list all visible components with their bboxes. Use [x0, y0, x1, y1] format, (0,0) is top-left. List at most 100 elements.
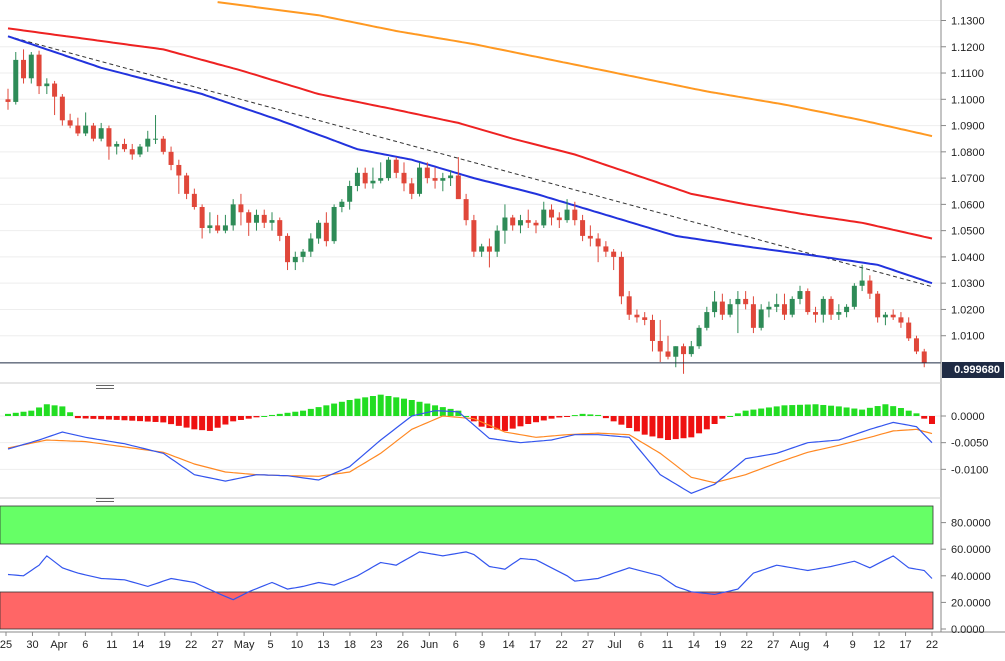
candle: [805, 288, 811, 315]
candle-body: [292, 256, 298, 263]
histogram-bar: [750, 409, 757, 416]
histogram-bar: [564, 416, 571, 417]
candle-body: [339, 201, 345, 207]
candle-body: [129, 149, 135, 155]
histogram-bar: [820, 404, 827, 416]
current-price-label: 0.999680: [942, 362, 1004, 378]
histogram-bar: [610, 416, 617, 422]
candle: [533, 220, 539, 234]
candle-body: [176, 164, 182, 176]
candle: [28, 52, 34, 84]
candle-body: [440, 178, 446, 181]
candle: [417, 162, 423, 197]
candle: [681, 343, 687, 374]
x-tick-label: 9: [850, 639, 856, 651]
histogram-bar: [393, 397, 400, 416]
candle-body: [797, 291, 803, 299]
histogram-bar: [727, 416, 734, 417]
candle: [199, 204, 205, 239]
candle-body: [455, 175, 461, 200]
candle: [541, 201, 547, 229]
y-tick-label: 20.0000: [951, 597, 991, 609]
candle: [463, 193, 469, 226]
candle: [448, 170, 454, 186]
x-tick-label: 22: [741, 639, 753, 651]
candle-body: [517, 220, 523, 226]
histogram-bar: [789, 405, 796, 416]
histogram-bar: [486, 416, 493, 429]
candle: [517, 214, 523, 234]
candle: [121, 138, 127, 152]
candle: [766, 301, 772, 318]
panel-resize-handle[interactable]: [96, 385, 114, 389]
candle: [385, 157, 391, 181]
candle: [137, 143, 143, 158]
candle: [440, 172, 446, 192]
histogram-bar: [758, 408, 765, 416]
candle-body: [541, 209, 547, 226]
candle-body: [580, 220, 586, 236]
x-tick-label: 6: [638, 639, 644, 651]
panel-resize-handle[interactable]: [96, 498, 114, 502]
histogram-bar: [199, 416, 206, 431]
candle: [828, 296, 834, 320]
candle-body: [98, 128, 104, 139]
candle-body: [160, 138, 166, 152]
candle: [611, 249, 617, 271]
histogram-bar: [602, 416, 609, 419]
candle: [665, 335, 671, 360]
candle-body: [486, 246, 492, 252]
y-tick-label: -0.0050: [951, 438, 988, 450]
histogram-bar: [36, 407, 43, 416]
candle-body: [191, 193, 197, 207]
candle: [455, 157, 461, 200]
histogram-bars: [5, 394, 935, 440]
candle-body: [805, 291, 811, 313]
candle-body: [921, 351, 927, 363]
histogram-bar: [665, 416, 671, 440]
x-tick-label: 6: [82, 639, 88, 651]
x-tick-label: 4: [823, 639, 829, 651]
histogram-bar: [269, 414, 275, 416]
x-tick-label: 12: [873, 639, 885, 651]
candle: [657, 319, 663, 362]
candle-body: [362, 172, 368, 184]
histogram-bar: [804, 404, 811, 416]
candle-body: [417, 167, 423, 194]
histogram-bar: [144, 416, 151, 422]
histogram-bar: [618, 416, 625, 425]
sma-100-line: [7, 27, 933, 240]
y-tick-label: 1.1000: [951, 94, 985, 106]
histogram-bar: [828, 405, 835, 416]
histogram-bar: [672, 416, 679, 440]
candle-body: [642, 317, 648, 320]
candle-body: [21, 59, 27, 79]
histogram-bar: [253, 416, 260, 418]
y-tick-label: 1.0700: [951, 173, 985, 185]
histogram-bar: [175, 416, 182, 426]
y-tick-label: 1.1200: [951, 42, 985, 54]
histogram-bar: [98, 416, 105, 420]
histogram-bar: [517, 416, 524, 427]
candle: [673, 346, 679, 368]
x-tick-label: 19: [159, 639, 171, 651]
histogram-bar: [680, 416, 687, 439]
candle-body: [859, 280, 865, 286]
candle-body: [354, 172, 360, 186]
candle: [347, 180, 353, 210]
y-tick-label: 1.0400: [951, 252, 985, 264]
candle: [354, 167, 360, 192]
histogram-bar: [74, 416, 81, 419]
candle: [269, 212, 275, 231]
candle-body: [774, 304, 780, 307]
histogram-bar: [905, 410, 912, 416]
candle: [820, 296, 826, 323]
histogram-bar: [51, 405, 58, 416]
histogram-bar: [742, 410, 749, 416]
candle: [913, 335, 919, 355]
candle-body: [424, 167, 430, 179]
histogram-bar: [206, 416, 213, 431]
candle: [316, 220, 322, 244]
candle-body: [323, 222, 329, 242]
